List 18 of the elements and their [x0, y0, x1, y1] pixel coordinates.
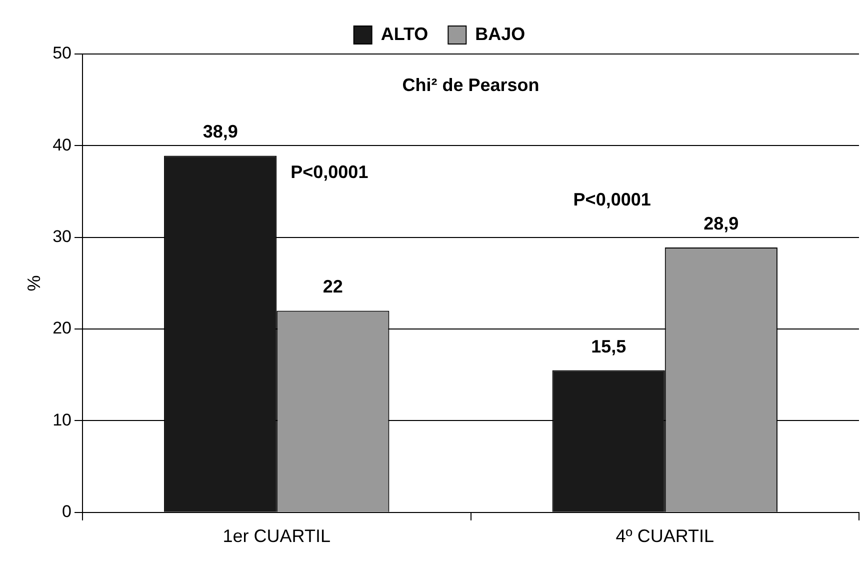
data-label: 22 [322, 276, 343, 297]
x-tick-label: 4º CUARTIL [616, 526, 714, 546]
annotation: P<0,0001 [573, 190, 651, 210]
legend-label: ALTO [380, 24, 428, 44]
legend-label: BAJO [475, 24, 526, 44]
x-tick-label: 1er CUARTIL [222, 526, 330, 546]
y-tick-label: 0 [62, 502, 72, 522]
y-tick-label: 40 [52, 135, 72, 154]
data-label: 38,9 [202, 122, 238, 142]
data-label: 15,5 [591, 336, 626, 356]
y-axis-title: % [24, 275, 44, 292]
y-tick-label: 20 [52, 318, 72, 338]
data-label: 28,9 [704, 213, 739, 234]
y-tick-label: 30 [52, 227, 72, 246]
annotation: P<0,0001 [290, 162, 368, 182]
annotation: Chi² de Pearson [402, 74, 540, 95]
y-tick-label: 10 [52, 410, 72, 430]
y-tick-label: 50 [52, 44, 72, 63]
